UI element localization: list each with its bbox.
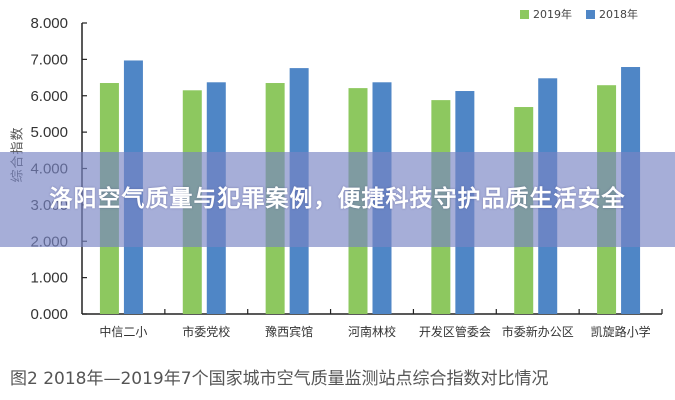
x-category-label: 中信二小 <box>99 324 147 339</box>
legend-item-2019: 2019年 <box>520 6 572 22</box>
y-tick-label: 1.000 <box>30 270 68 287</box>
x-category-label: 河南林校 <box>348 324 396 339</box>
banner-headline: 洛阳空气质量与犯罪案例，便捷科技守护品质生活安全 <box>49 186 626 212</box>
legend-label-2018: 2018年 <box>599 8 638 21</box>
x-category-label: 市委新办公区 <box>502 324 574 339</box>
y-tick-label: 0.000 <box>30 306 68 323</box>
legend-swatch-2018 <box>586 9 595 19</box>
figure-caption: 图2 2018年—2019年7个国家城市空气质量监测站点综合指数对比情况 <box>10 369 549 389</box>
chart-legend: 2019年 2018年 <box>520 6 638 22</box>
legend-swatch-2019 <box>520 9 529 19</box>
legend-label-2019: 2019年 <box>533 8 572 21</box>
x-category-label: 市委党校 <box>182 324 230 339</box>
title-banner-overlay: 洛阳空气质量与犯罪案例，便捷科技守护品质生活安全 <box>0 152 675 247</box>
x-category-label: 开发区管委会 <box>419 324 491 339</box>
y-tick-label: 5.000 <box>30 124 68 141</box>
y-tick-label: 6.000 <box>30 88 68 105</box>
x-category-label: 豫西宾馆 <box>265 324 313 339</box>
y-tick-label: 8.000 <box>30 15 68 32</box>
y-tick-label: 7.000 <box>30 51 68 68</box>
legend-item-2018: 2018年 <box>586 6 638 22</box>
x-category-label: 凯旋路小学 <box>591 324 651 339</box>
